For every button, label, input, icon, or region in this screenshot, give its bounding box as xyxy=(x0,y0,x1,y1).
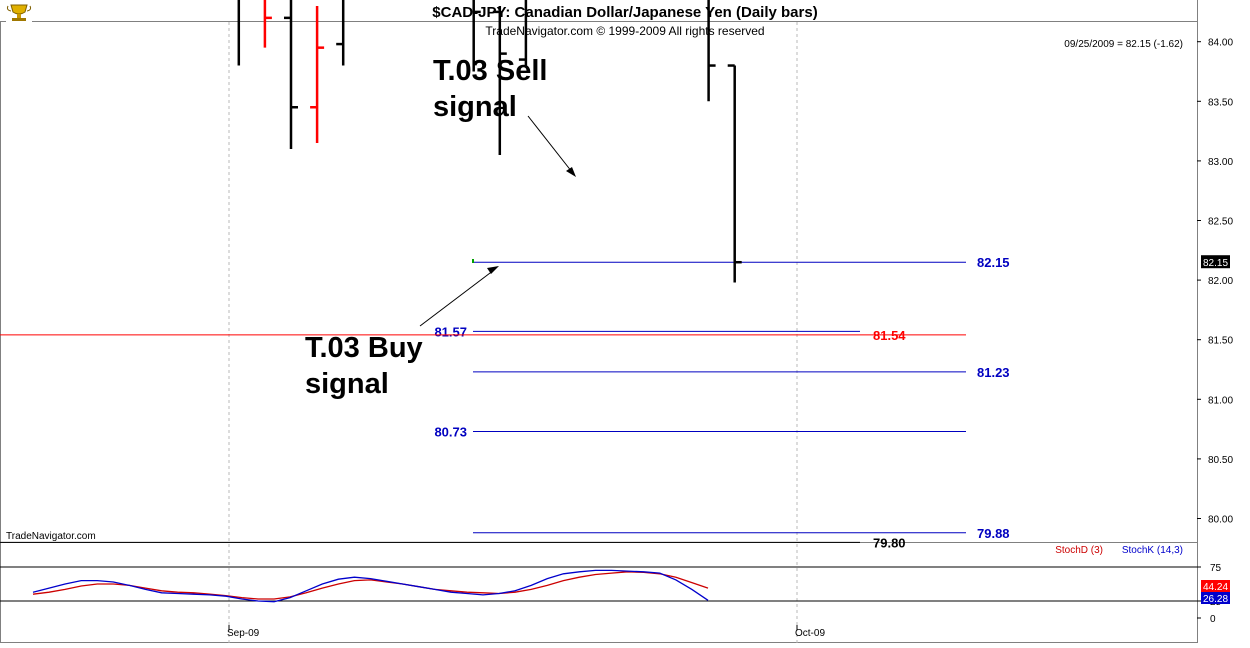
stochk-line xyxy=(32,569,709,603)
legend-stochd: StochD (3) xyxy=(1055,545,1103,556)
date-axis: Sep-09 Oct-09 xyxy=(227,625,825,639)
last-price-label: 82.15 xyxy=(1203,258,1228,269)
watermark-text: TradeNavigator.com xyxy=(6,531,96,542)
sell-signal-text-line1: T.03 Sell xyxy=(433,55,547,87)
level-label: 80.73 xyxy=(434,424,467,439)
price-tick-label: 81.50 xyxy=(1208,336,1233,347)
sell-signal-arrowhead xyxy=(566,167,576,177)
price-panel-frame xyxy=(0,21,1198,543)
level-lines: 87.8287.0486.2686.1682.1581.5781.5481.23… xyxy=(0,255,1010,550)
stochastic-legend: StochD (3) StochK (14,3) xyxy=(1055,545,1183,556)
sell-signal-arrow xyxy=(527,115,573,173)
ohlc-bar xyxy=(707,0,716,102)
price-tick-label: 84.00 xyxy=(1208,38,1233,49)
price-tick-label: 81.00 xyxy=(1208,395,1233,406)
stoch-tick-label: 0 xyxy=(1210,614,1216,625)
buy-signal-text-line2: signal xyxy=(305,368,389,400)
stochk-last-box xyxy=(1201,592,1230,604)
price-tick-label: 80.50 xyxy=(1208,455,1233,466)
stochd-last-box xyxy=(1201,580,1230,592)
legend-stochk: StochK (14,3) xyxy=(1122,545,1183,556)
ohlc-bar xyxy=(284,0,298,149)
ohlc-bar xyxy=(263,0,272,48)
ohlc-bar xyxy=(472,0,481,72)
annotations: T.03 Sell signal T.03 Buy signal xyxy=(305,55,576,400)
grid xyxy=(228,22,798,643)
level-label: 79.80 xyxy=(873,535,906,550)
last-price-box xyxy=(1201,255,1230,269)
level-label: 79.88 xyxy=(977,526,1010,541)
price-tick-label: 83.50 xyxy=(1208,97,1233,108)
stochk-last-value: 26.28 xyxy=(1203,594,1228,605)
stochastic-panel xyxy=(0,566,1197,603)
ohlc-bar xyxy=(237,0,241,66)
buy-signal-text-line1: T.03 Buy xyxy=(305,332,423,364)
chart-title: $CAD-JPY: Canadian Dollar/Japanese Yen (… xyxy=(432,4,817,21)
price-tick-label: 82.50 xyxy=(1208,217,1233,228)
stochd-last-value: 44.24 xyxy=(1203,582,1228,593)
buy-signal-arrow xyxy=(419,269,495,327)
price-tick-label: 80.00 xyxy=(1208,515,1233,526)
level-label: 81.54 xyxy=(873,328,906,343)
ohlc-bar xyxy=(492,5,507,155)
sell-signal-text-line2: signal xyxy=(433,91,517,123)
level-label: 82.15 xyxy=(977,255,1010,270)
price-axis: 80.00 80.50 81.00 81.50 82.00 82.50 83.00 83.50… xyxy=(1197,38,1233,526)
status-readout: 09/25/2009 = 82.15 (-1.62) xyxy=(1064,39,1183,50)
stochd-line xyxy=(32,571,709,600)
price-tick-label: 83.00 xyxy=(1208,157,1233,168)
ohlc-bar xyxy=(336,0,345,66)
buy-signal-arrowhead xyxy=(487,266,499,274)
copyright-text: TradeNavigator.com © 1999-2009 All right… xyxy=(485,24,764,38)
date-tick-label: Oct-09 xyxy=(795,628,825,639)
price-bars xyxy=(237,0,742,283)
trophy-logo-icon xyxy=(6,2,32,22)
ohlc-bar xyxy=(727,64,742,283)
date-tick-label: Sep-09 xyxy=(227,628,260,639)
price-tick-label: 82.00 xyxy=(1208,276,1233,287)
stoch-tick-label: 75 xyxy=(1210,563,1222,574)
ohlc-bar xyxy=(518,0,528,66)
level-label: 81.57 xyxy=(434,324,467,339)
level-label: 81.23 xyxy=(977,365,1010,380)
ohlc-bar xyxy=(310,5,325,144)
